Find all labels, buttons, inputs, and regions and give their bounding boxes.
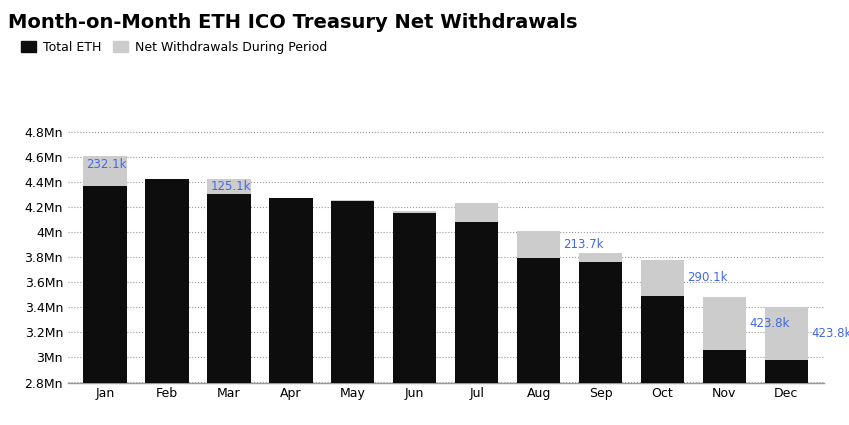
Text: 290.1k: 290.1k [688, 271, 728, 284]
Bar [83, 156, 127, 185]
Legend: Total ETH, Net Withdrawals During Period: Total ETH, Net Withdrawals During Period [21, 41, 327, 54]
Bar [579, 262, 622, 425]
Text: 213.7k: 213.7k [564, 238, 604, 251]
Bar [145, 179, 188, 425]
Text: 423.8k: 423.8k [811, 327, 849, 340]
Bar [641, 296, 684, 425]
Text: 125.1k: 125.1k [211, 181, 250, 193]
Bar [765, 360, 808, 425]
Bar [455, 222, 498, 425]
Text: 423.8k: 423.8k [749, 317, 790, 330]
Bar [207, 194, 250, 425]
Text: 232.1k: 232.1k [87, 158, 127, 171]
Bar [517, 258, 560, 425]
Bar [393, 213, 436, 425]
Bar [207, 178, 250, 194]
Bar [455, 203, 498, 222]
Bar [331, 201, 374, 425]
Bar [331, 200, 374, 201]
Bar [765, 307, 808, 360]
Text: Month-on-Month ETH ICO Treasury Net Withdrawals: Month-on-Month ETH ICO Treasury Net With… [8, 13, 578, 32]
Bar [269, 198, 312, 425]
Bar [641, 260, 684, 296]
Bar [579, 253, 622, 262]
Bar [517, 232, 560, 258]
Bar [703, 350, 746, 425]
Bar [83, 185, 127, 425]
Bar [393, 211, 436, 213]
Bar [703, 297, 746, 350]
